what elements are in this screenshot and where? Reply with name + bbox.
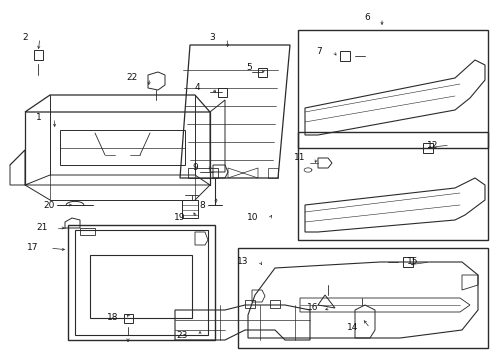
Text: 9: 9 [192,163,198,172]
Text: 22: 22 [127,73,138,82]
Bar [298,30,488,148]
Text: 16: 16 [307,303,318,312]
Text: 6: 6 [364,13,370,22]
Bar [403,257,413,267]
Text: 23: 23 [176,330,188,339]
Bar [68,225,215,340]
Text: 12: 12 [427,140,438,149]
Text: 8: 8 [199,201,205,210]
Text: 18: 18 [106,314,118,323]
Text: 10: 10 [246,213,258,222]
Bar [340,51,350,61]
Text: 7: 7 [316,48,322,57]
Bar [33,50,43,59]
Bar [218,87,226,96]
Text: 14: 14 [346,324,358,333]
Text: 2: 2 [23,33,28,42]
Text: 5: 5 [246,63,252,72]
Text: 11: 11 [294,153,305,162]
Bar [123,314,132,323]
Text: 21: 21 [37,224,48,233]
Bar [423,143,433,153]
Text: 17: 17 [26,243,38,252]
Text: 15: 15 [407,257,418,266]
Text: 19: 19 [173,213,185,222]
Bar [298,132,488,240]
Text: 4: 4 [195,84,200,93]
Text: 13: 13 [237,257,248,266]
Text: 1: 1 [36,113,42,122]
Bar [238,248,488,348]
Text: 3: 3 [209,33,215,42]
Text: 20: 20 [44,201,55,210]
Bar [258,68,267,77]
